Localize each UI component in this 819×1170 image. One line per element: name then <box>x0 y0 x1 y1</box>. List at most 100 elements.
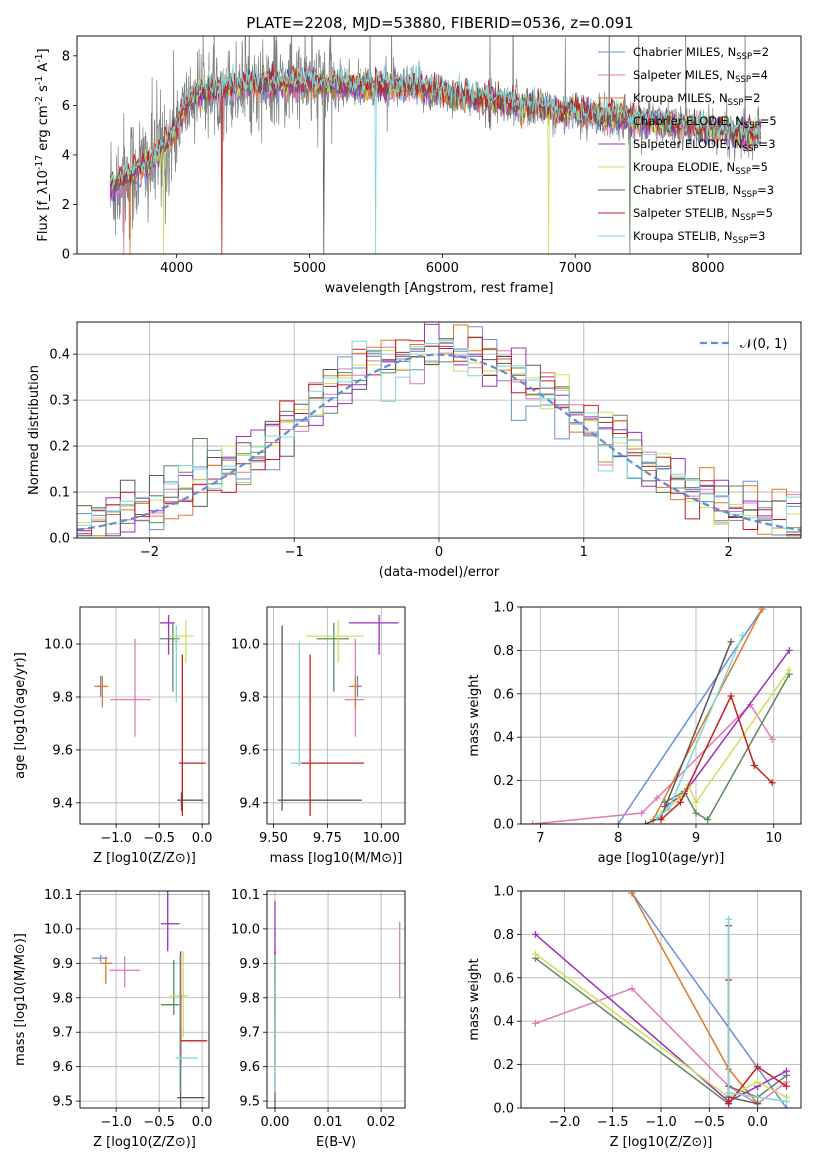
weight-series-8 <box>660 694 773 821</box>
y-tick-label: 10.0 <box>231 638 260 653</box>
grid-lines <box>521 890 801 1109</box>
x-tick-label: 7 <box>536 831 544 846</box>
weight-marker <box>785 666 793 674</box>
errorbar-point-2 <box>109 956 141 988</box>
weight-marker <box>653 813 661 821</box>
histogram-legend: 𝒩(0, 1) <box>700 337 787 352</box>
x-tick-label: 0.02 <box>367 1115 396 1130</box>
errorbar-point-2 <box>110 638 151 737</box>
y-tick-label: 1.0 <box>493 885 514 900</box>
y-tick-label: 9.9 <box>52 957 73 972</box>
grid-lines <box>267 891 405 1108</box>
weight-marker <box>665 805 673 813</box>
x-tick-label: 7000 <box>559 261 592 276</box>
y-tick-label: 6 <box>62 99 70 114</box>
y-tick-label: 9.6 <box>52 1060 73 1075</box>
weight-marker <box>783 1097 791 1105</box>
errorbar-point-8 <box>299 654 365 817</box>
errorbar-point-1 <box>92 954 108 962</box>
errorbar-point-6 <box>168 620 194 663</box>
y-tick-label: 8 <box>62 49 70 64</box>
errorbar-point-5 <box>160 891 180 952</box>
weight-series-6 <box>535 953 787 1099</box>
weight-marker <box>739 631 747 639</box>
axes-frame <box>76 321 802 539</box>
y-tick-label: 0.0 <box>493 1102 514 1117</box>
axes-frame <box>79 606 210 825</box>
x-tick-label: 1 <box>580 545 588 560</box>
errorbar-point-8 <box>178 654 206 817</box>
panel-weight-vs-Z: −2.0 −1.5 −1.0 −0.5 0.0 0.0 0.2 0.4 0.6 0.8 1.0 Z [… <box>467 885 802 1150</box>
weight-marker <box>725 915 733 923</box>
errorbar-point-3 <box>94 675 109 708</box>
y-tick-label: 0.2 <box>493 774 514 789</box>
legend-label: Kroupa STELIB, NSSP=3 <box>633 229 765 246</box>
axes-frame <box>266 606 406 825</box>
histogram-series-7 <box>77 338 801 537</box>
x-axis-label: age [log10(age/yr)] <box>598 851 725 866</box>
y-tick-label: 9.8 <box>52 991 73 1006</box>
weight-marker <box>725 1089 733 1097</box>
y-tick-label: 0.0 <box>49 532 70 547</box>
weight-marker <box>531 950 539 958</box>
plot-area <box>277 614 399 817</box>
legend-label: 𝒩(0, 1) <box>740 337 787 352</box>
histogram-series-8 <box>77 337 801 535</box>
errorbar-point-6 <box>305 620 365 663</box>
x-axis-label: Z [log10(Z/Z⊙)] <box>93 1135 196 1150</box>
panel-weight-vs-age: 7 8 9 10 0.0 0.2 0.4 0.6 0.8 1.0 age [log10(age/yr… <box>467 601 802 866</box>
y-tick-label: 0.2 <box>493 1058 514 1073</box>
x-tick-label: −0.5 <box>693 1115 725 1130</box>
y-axis-label: mass weight <box>467 958 482 1040</box>
x-axis-label: Z [log10(Z/Z⊙)] <box>93 851 196 866</box>
y-tick-label: 9.8 <box>239 690 260 705</box>
grid-lines <box>267 607 405 824</box>
weight-series-7 <box>727 925 758 1105</box>
y-tick-label: 10.0 <box>231 922 260 937</box>
panel-age-vs-Z: −1.0 −0.5 0.0 9.4 9.6 9.8 10.0 Z [log10(Z/Z⊙)] a… <box>13 606 212 866</box>
panel-spectrum: 4000 5000 6000 7000 8000 0 2 4 6 8 wavelength [Ang… <box>34 35 802 296</box>
weight-marker <box>725 1100 733 1108</box>
x-tick-label: 10.00 <box>363 831 400 846</box>
y-tick-label: 0.4 <box>493 731 514 746</box>
x-tick-label: −1.0 <box>645 1115 677 1130</box>
axes-frame <box>79 890 210 1109</box>
weight-marker <box>750 761 758 769</box>
x-tick-label: 5000 <box>293 261 326 276</box>
x-tick-label: 9.50 <box>259 831 288 846</box>
y-tick-label: 0.0 <box>493 818 514 833</box>
errorbar-point-9 <box>175 954 198 1093</box>
weight-marker <box>704 816 712 824</box>
plot-area <box>94 614 206 817</box>
weight-marker <box>628 891 636 897</box>
axes-frame <box>520 606 802 825</box>
errorbar-point-9 <box>290 641 302 766</box>
weight-marker <box>785 646 793 654</box>
x-tick-label: 8000 <box>691 261 724 276</box>
x-axis-label: mass [log10(M/M⊙)] <box>270 851 403 866</box>
weight-marker <box>657 816 665 824</box>
legend-label: Chabrier ELODIE, NSSP=5 <box>633 114 777 131</box>
weight-marker <box>783 1104 791 1108</box>
panel-mass-vs-Z: −1.0 −0.5 0.0 9.5 9.6 9.7 9.8 9.9 10.0 10.1 Z [log… <box>13 888 212 1150</box>
weight-marker <box>638 809 646 817</box>
weight-marker <box>783 1067 791 1075</box>
y-tick-label: 9.8 <box>52 690 73 705</box>
errorbar-point-3 <box>99 956 112 984</box>
weight-series-5 <box>535 933 787 1103</box>
weight-marker <box>692 809 700 817</box>
y-tick-label: 9.4 <box>239 796 260 811</box>
errorbar-point-2 <box>344 638 365 737</box>
y-tick-label: 9.5 <box>239 1095 260 1110</box>
y-tick-label: 0.8 <box>493 644 514 659</box>
legend-label: Chabrier STELIB, NSSP=3 <box>633 183 774 200</box>
weight-marker <box>653 794 661 802</box>
errorbar-point-7 <box>277 625 362 811</box>
y-tick-label: 0.8 <box>493 928 514 943</box>
y-tick-label: 0.6 <box>493 687 514 702</box>
errorbar-point-3 <box>348 675 360 708</box>
x-tick-label: −2.0 <box>549 1115 581 1130</box>
legend-label: Chabrier MILES, NSSP=2 <box>633 45 769 62</box>
x-tick-label: −1 <box>285 545 304 560</box>
